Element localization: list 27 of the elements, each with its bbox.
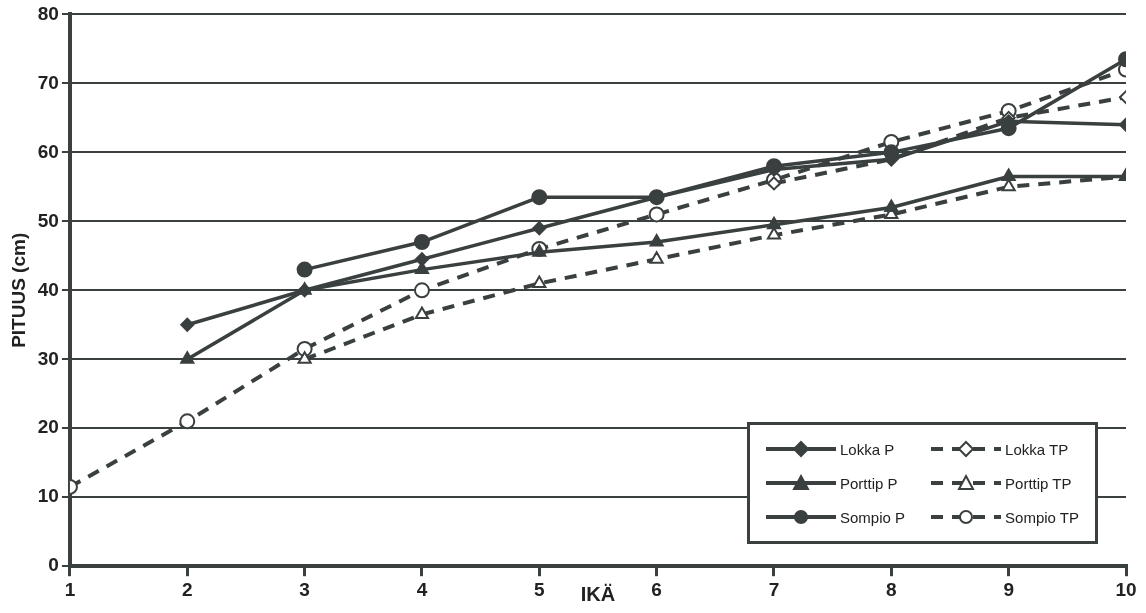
x-tick-label: 2 xyxy=(181,578,193,600)
y-tick-label: 10 xyxy=(37,485,59,507)
x-tick-label: 9 xyxy=(1003,578,1014,600)
y-axis-title: PITUUS (cm) xyxy=(7,232,29,348)
x-tick-label: 1 xyxy=(64,578,76,600)
x-tick-label: 4 xyxy=(416,578,428,600)
x-axis-title: IKÄ xyxy=(580,582,616,605)
y-tick-label: 40 xyxy=(37,278,59,300)
legend-label: Lokka P xyxy=(840,440,895,458)
y-tick-label: 50 xyxy=(37,209,59,231)
legend-label: Porttip TP xyxy=(1005,474,1072,492)
x-tick-label: 7 xyxy=(768,578,780,600)
legend-label: Sompio TP xyxy=(1005,508,1079,526)
x-tick-label: 8 xyxy=(886,578,897,600)
y-tick-label: 0 xyxy=(48,554,59,576)
x-tick-label: 10 xyxy=(1115,578,1137,600)
legend-label: Porttip P xyxy=(840,474,898,492)
y-tick-label: 30 xyxy=(37,347,59,369)
legend-label: Lokka TP xyxy=(1005,440,1069,458)
x-tick-label: 6 xyxy=(651,578,662,600)
y-tick-label: 80 xyxy=(37,2,59,24)
x-tick-label: 5 xyxy=(534,578,546,600)
y-tick-label: 20 xyxy=(37,416,59,438)
y-tick-label: 70 xyxy=(37,71,59,93)
legend-label: Sompio P xyxy=(840,508,906,526)
x-tick-label: 3 xyxy=(299,578,310,600)
y-tick-label: 60 xyxy=(37,140,59,162)
